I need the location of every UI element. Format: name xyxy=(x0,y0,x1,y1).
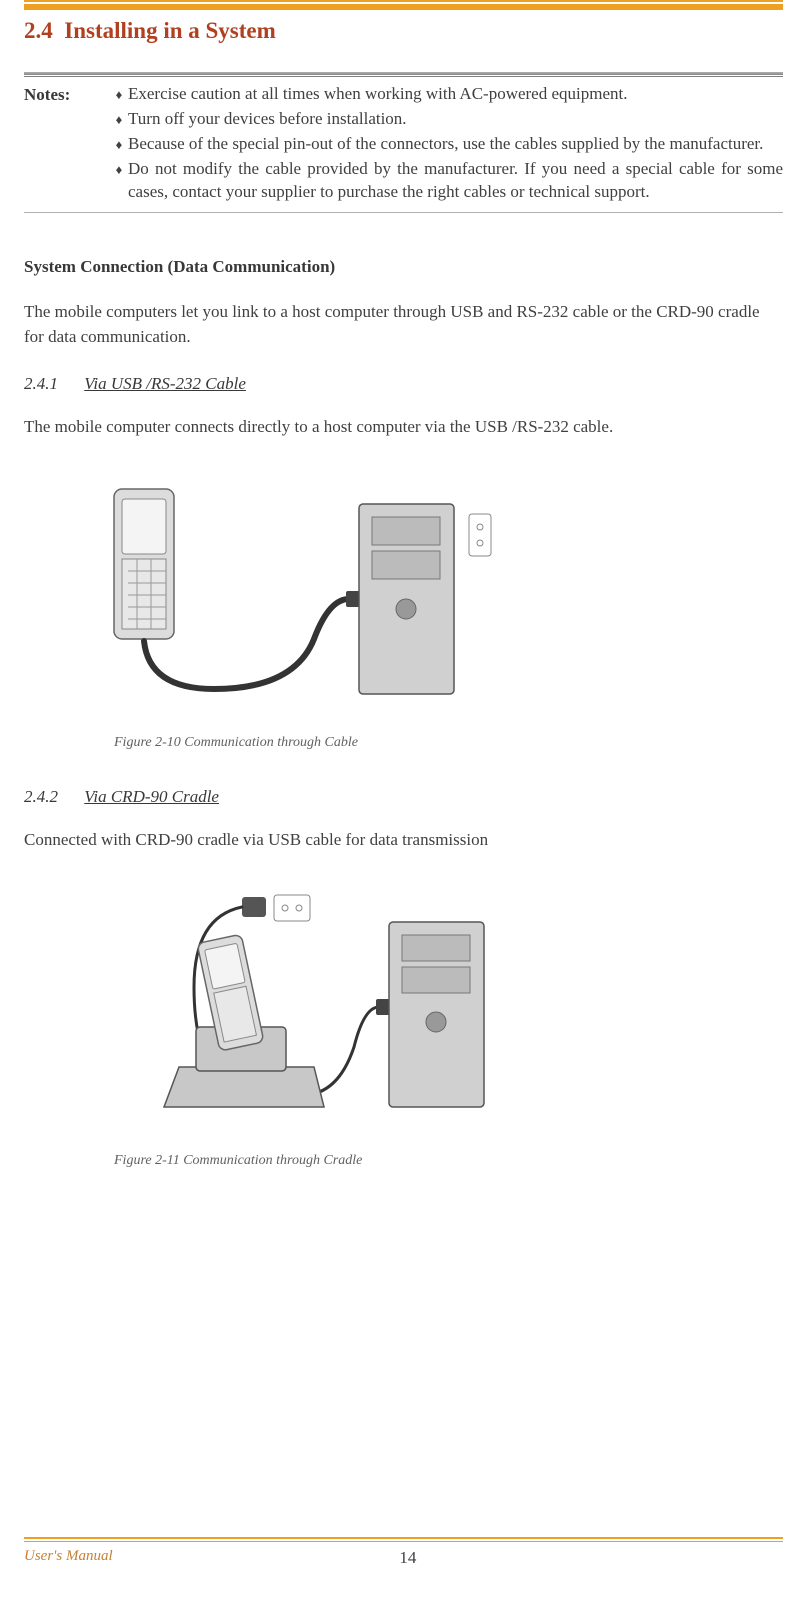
pc-tower-icon xyxy=(359,504,454,694)
section-number: 2.4 xyxy=(24,18,53,43)
figure-2-10-svg xyxy=(94,459,494,729)
intro-paragraph: The mobile computers let you link to a h… xyxy=(24,299,783,350)
notes-item: ♦ Exercise caution at all times when wor… xyxy=(110,83,783,106)
subsection-title: Via USB /RS-232 Cable xyxy=(84,374,246,393)
top-rule-thin xyxy=(24,0,783,2)
wall-outlet-icon xyxy=(274,895,310,921)
diamond-bullet-icon: ♦ xyxy=(110,108,128,131)
notes-item: ♦ Turn off your devices before installat… xyxy=(110,108,783,131)
notes-item-text: Because of the special pin-out of the co… xyxy=(128,133,783,156)
notes-top-rule xyxy=(24,72,783,75)
subheading-system-connection: System Connection (Data Communication) xyxy=(24,257,783,277)
figure-2-10-caption: Figure 2-10 Communication through Cable xyxy=(114,735,783,751)
connector-icon xyxy=(376,999,390,1015)
subsection-241-heading: 2.4.1 Via USB /RS-232 Cable xyxy=(24,374,783,394)
section-title: Installing in a System xyxy=(64,18,276,43)
notes-item-text: Turn off your devices before installatio… xyxy=(128,108,783,131)
page-footer: User's Manual 14 xyxy=(24,1537,783,1568)
subsection-number: 2.4.2 xyxy=(24,787,80,807)
diamond-bullet-icon: ♦ xyxy=(110,158,128,204)
connector-icon xyxy=(346,591,360,607)
notes-list: ♦ Exercise caution at all times when wor… xyxy=(110,83,783,206)
notes-item: ♦ Do not modify the cable provided by th… xyxy=(110,158,783,204)
handheld-device-icon xyxy=(114,489,174,639)
subsection-241-body: The mobile computer connects directly to… xyxy=(24,414,783,440)
subsection-242-body: Connected with CRD-90 cradle via USB cab… xyxy=(24,827,783,853)
figure-2-11 xyxy=(124,877,524,1147)
footer-page-number: 14 xyxy=(73,1548,743,1568)
notes-item: ♦ Because of the special pin-out of the … xyxy=(110,133,783,156)
footer-rule-thin xyxy=(24,1541,783,1542)
subsection-title: Via CRD-90 Cradle xyxy=(84,787,219,806)
top-rule-thick xyxy=(24,4,783,10)
diamond-bullet-icon: ♦ xyxy=(110,133,128,156)
figure-2-10 xyxy=(94,459,494,729)
subsection-242-heading: 2.4.2 Via CRD-90 Cradle xyxy=(24,787,783,807)
section-heading: 2.4 Installing in a System xyxy=(24,18,783,44)
subsection-number: 2.4.1 xyxy=(24,374,80,394)
notes-item-text: Exercise caution at all times when worki… xyxy=(128,83,783,106)
power-plug-icon xyxy=(242,897,266,917)
pc-tower-icon xyxy=(389,922,484,1107)
diamond-bullet-icon: ♦ xyxy=(110,83,128,106)
notes-label: Notes: xyxy=(24,83,110,206)
figure-2-11-caption: Figure 2-11 Communication through Cradle xyxy=(114,1153,783,1169)
wall-outlet-icon xyxy=(469,514,491,556)
notes-block: Notes: ♦ Exercise caution at all times w… xyxy=(24,76,783,213)
notes-item-text: Do not modify the cable provided by the … xyxy=(128,158,783,204)
footer-rule-thick xyxy=(24,1537,783,1539)
figure-2-11-svg xyxy=(124,877,524,1147)
